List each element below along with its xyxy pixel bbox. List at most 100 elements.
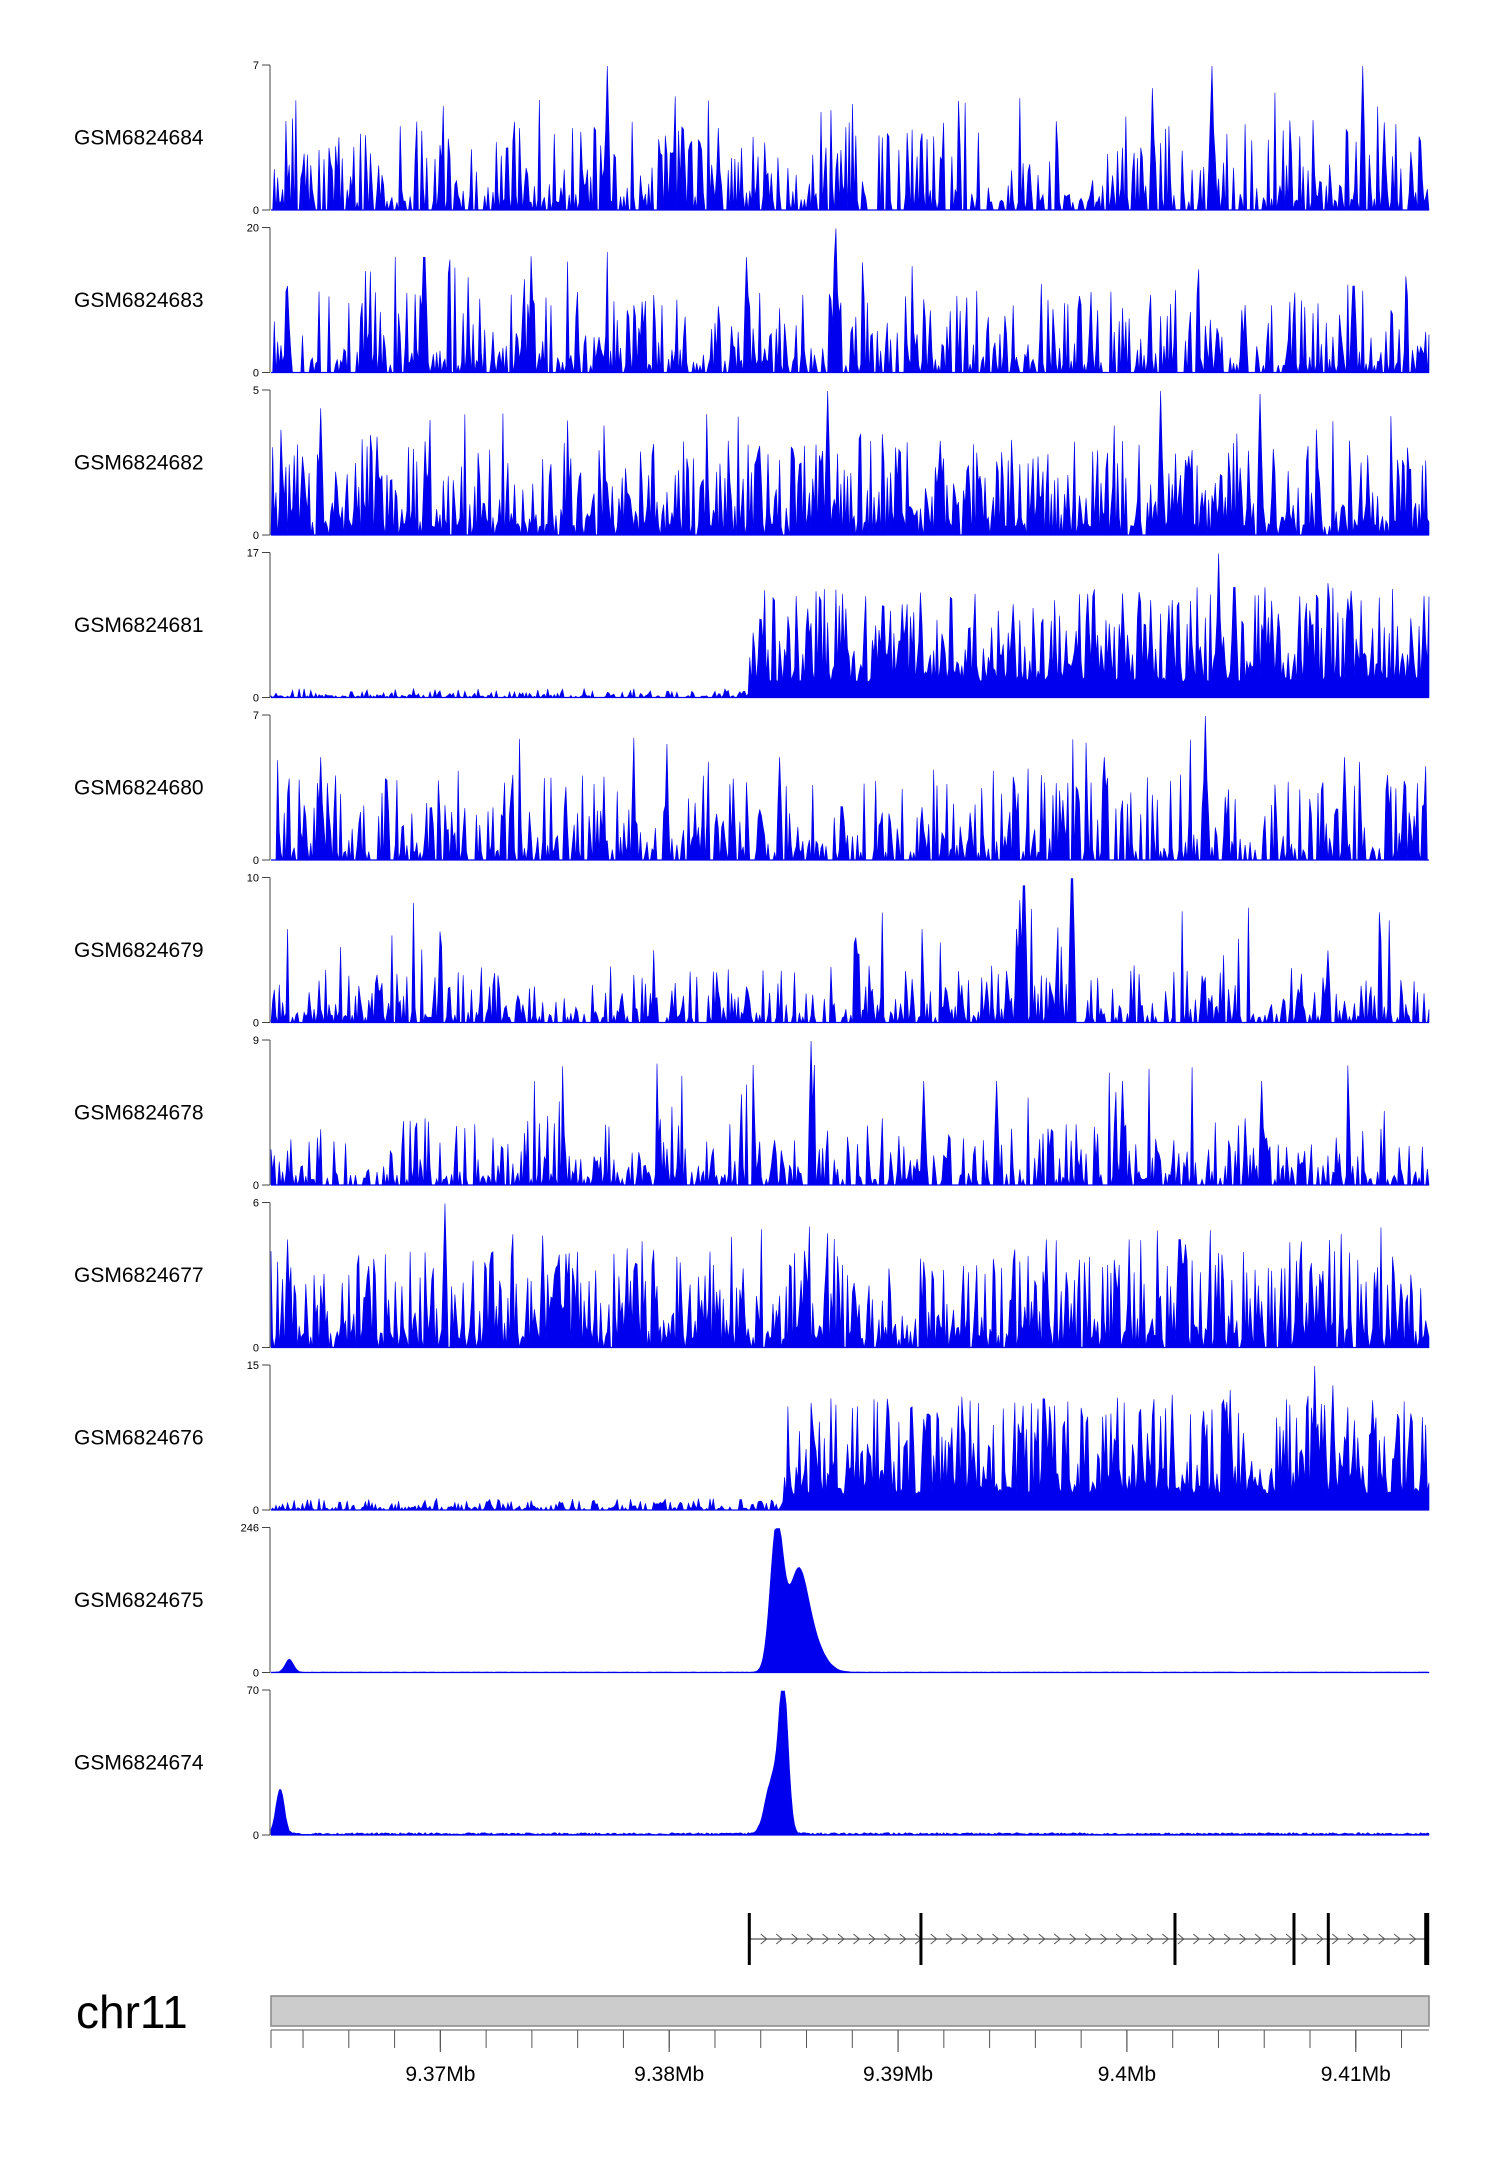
strand-arrow <box>775 1933 783 1945</box>
gene-model <box>747 1913 1430 1965</box>
strand-arrow <box>1023 1933 1031 1945</box>
track-label: GSM6824676 <box>74 1427 204 1450</box>
track-label: GSM6824679 <box>74 939 204 962</box>
track-label: GSM6824675 <box>74 1589 204 1612</box>
gene-exon <box>1424 1913 1430 1965</box>
track-label: GSM6824682 <box>74 452 204 475</box>
track-GSM6824683: GSM6824683 20 0 <box>74 223 1430 380</box>
strand-arrow <box>1285 1933 1293 1945</box>
y-tick-max-label: 20 <box>247 223 259 235</box>
track-GSM6824674: GSM6824674 70 0 <box>74 1685 1430 1842</box>
y-tick-max-label: 10 <box>247 873 259 885</box>
signal-area <box>270 1203 1430 1348</box>
strand-arrow <box>1115 1933 1123 1945</box>
track-label: GSM6824681 <box>74 614 204 637</box>
y-tick-max-label: 15 <box>247 1360 259 1372</box>
track-label: GSM6824678 <box>74 1102 204 1125</box>
signal-area <box>271 65 1430 211</box>
track-label: GSM6824684 <box>74 127 204 150</box>
x-tick-label: 9.4Mb <box>1098 2063 1156 2086</box>
y-tick-min-label: 0 <box>253 1180 259 1192</box>
y-tick-max-label: 9 <box>253 1035 259 1047</box>
track-label: GSM6824677 <box>74 1264 204 1287</box>
track-GSM6824677: GSM6824677 6 0 <box>74 1198 1430 1355</box>
strand-arrow <box>1393 1933 1401 1945</box>
y-tick-max-label: 5 <box>253 385 259 397</box>
signal-area <box>270 1040 1430 1187</box>
y-tick-min-label: 0 <box>253 693 259 705</box>
signal-area <box>270 1365 1430 1512</box>
strand-arrow <box>1270 1933 1278 1945</box>
strand-arrow <box>1316 1933 1324 1945</box>
gene-exon <box>1326 1913 1330 1965</box>
y-tick-max-label: 17 <box>247 548 259 560</box>
strand-arrow <box>1162 1933 1170 1945</box>
y-tick-min-label: 0 <box>253 1668 259 1680</box>
strand-arrow <box>1038 1933 1046 1945</box>
strand-arrow <box>1069 1933 1077 1945</box>
y-tick-max-label: 7 <box>253 60 259 72</box>
strand-arrow <box>1053 1933 1062 1945</box>
strand-arrow <box>945 1933 953 1945</box>
y-tick-min-label: 0 <box>253 368 259 380</box>
strand-arrow <box>1084 1933 1092 1945</box>
chromosome-bar <box>270 1995 1430 2027</box>
y-tick-max-label: 7 <box>253 710 259 722</box>
y-tick-min-label: 0 <box>253 530 259 542</box>
strand-arrow <box>1223 1933 1231 1945</box>
y-tick-min-label: 0 <box>253 855 259 867</box>
signal-area <box>270 553 1430 699</box>
strand-arrow <box>1131 1933 1139 1945</box>
strand-arrow <box>1331 1933 1340 1945</box>
x-tick-label: 9.41Mb <box>1321 2063 1391 2086</box>
track-GSM6824676: GSM6824676 15 0 <box>74 1360 1430 1517</box>
strand-arrow <box>961 1933 969 1945</box>
track-GSM6824675: GSM6824675 246 0 <box>74 1523 1430 1680</box>
track-GSM6824681: GSM6824681 17 0 <box>74 548 1430 705</box>
y-tick-max-label: 6 <box>253 1198 259 1210</box>
strand-arrow <box>1100 1933 1108 1945</box>
y-tick-max-label: 246 <box>241 1523 259 1535</box>
gene-exon <box>919 1913 923 1965</box>
signal-area <box>271 715 1429 861</box>
chromosome-ideogram: chr11 <box>76 1986 1430 2038</box>
track-GSM6824680: GSM6824680 7 0 <box>74 710 1429 867</box>
track-GSM6824684: GSM6824684 7 0 <box>74 60 1430 217</box>
gene-exon <box>1292 1913 1296 1965</box>
strand-arrow <box>1301 1933 1309 1945</box>
strand-arrow <box>992 1933 1000 1945</box>
strand-arrow <box>760 1933 768 1945</box>
signal-tracks: GSM682468470GSM6824683200GSM682468250GSM… <box>74 60 1430 1842</box>
x-tick-label: 9.38Mb <box>634 2063 704 2086</box>
gene-exon <box>1173 1913 1177 1965</box>
y-tick-min-label: 0 <box>253 1830 259 1842</box>
strand-arrow <box>1409 1933 1417 1945</box>
y-tick-min-label: 0 <box>253 1505 259 1517</box>
strand-arrow <box>1362 1933 1370 1945</box>
strand-arrow <box>1177 1933 1185 1945</box>
strand-arrow <box>1007 1933 1015 1945</box>
signal-area <box>270 878 1430 1024</box>
strand-arrow <box>1239 1933 1247 1945</box>
y-tick-max-label: 70 <box>247 1685 259 1697</box>
signal-area <box>270 1528 1430 1673</box>
track-GSM6824679: GSM6824679 10 0 <box>74 873 1430 1030</box>
strand-arrow <box>868 1933 876 1945</box>
chromosome-label: chr11 <box>76 1986 188 2038</box>
track-GSM6824678: GSM6824678 9 0 <box>74 1035 1430 1192</box>
y-tick-min-label: 0 <box>253 1018 259 1030</box>
y-tick-min-label: 0 <box>253 1343 259 1355</box>
strand-arrow <box>806 1933 814 1945</box>
strand-arrow <box>976 1933 984 1945</box>
strand-arrow <box>791 1933 799 1945</box>
strand-arrow <box>899 1933 907 1945</box>
strand-arrow <box>822 1933 830 1945</box>
signal-area <box>270 390 1430 536</box>
signal-area <box>270 1690 1430 1836</box>
track-GSM6824682: GSM6824682 5 0 <box>74 385 1430 542</box>
x-tick-label: 9.37Mb <box>405 2063 475 2086</box>
x-tick-label: 9.39Mb <box>863 2063 933 2086</box>
strand-arrow <box>1208 1933 1216 1945</box>
strand-arrow <box>930 1933 938 1945</box>
